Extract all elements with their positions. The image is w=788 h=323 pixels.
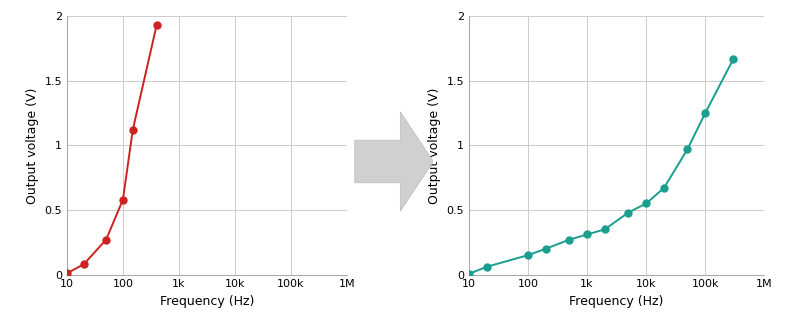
X-axis label: Frequency (Hz): Frequency (Hz)	[160, 295, 254, 308]
Y-axis label: Output voltage (V): Output voltage (V)	[428, 87, 440, 203]
Y-axis label: Output voltage (V): Output voltage (V)	[26, 87, 39, 203]
X-axis label: Frequency (Hz): Frequency (Hz)	[570, 295, 663, 308]
Polygon shape	[355, 112, 433, 211]
